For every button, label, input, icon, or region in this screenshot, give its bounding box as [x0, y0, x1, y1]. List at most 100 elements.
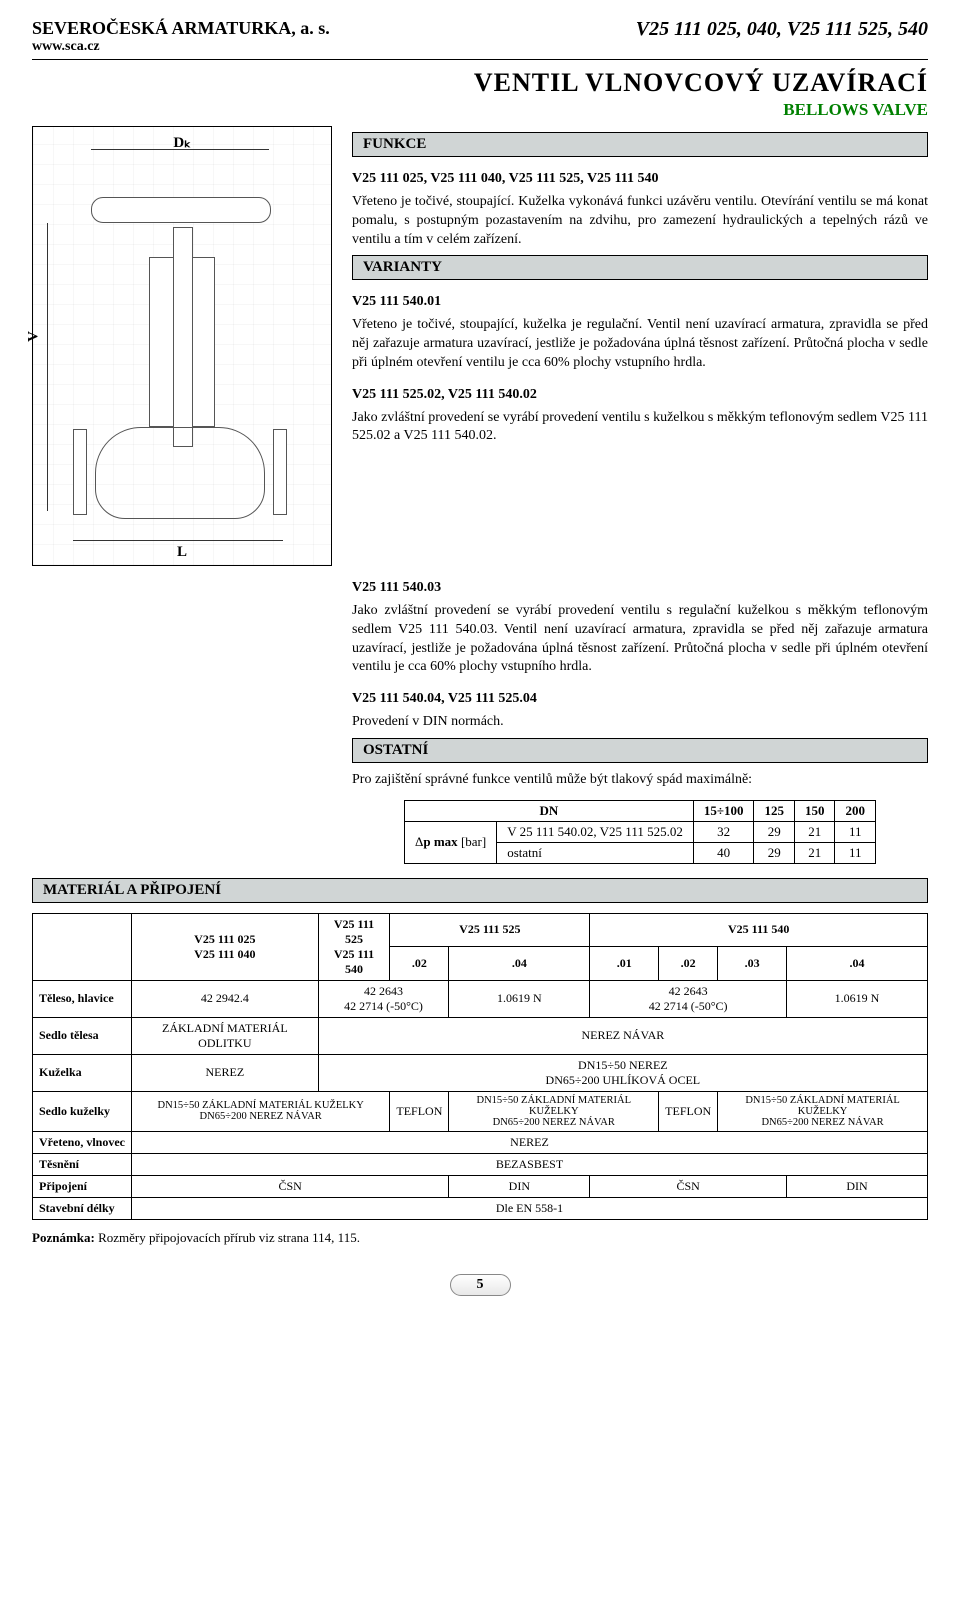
mat-teleso-c1: 42 2942.4	[131, 980, 318, 1017]
press-dn-head: DN	[405, 800, 694, 821]
mat-kuzelka-c2: DN15÷50 NEREZ DN65÷200 UHLÍKOVÁ OCEL	[318, 1054, 927, 1091]
mat-pripojeni-label: Připojení	[33, 1175, 132, 1197]
variant-04-body: Provedení v DIN normách.	[352, 713, 928, 732]
mat-vreteno-c: NEREZ	[131, 1131, 927, 1153]
mat-head-540: V25 111 540	[590, 913, 928, 947]
mat-row-sedlo-telesa: Sedlo tělesa ZÁKLADNÍ MATERIÁL ODLITKU N…	[33, 1017, 928, 1054]
press-dn-col-0: 15÷100	[693, 800, 754, 821]
text-column: FUNKCE V25 111 025, V25 111 040, V25 111…	[352, 126, 928, 566]
mat-kuzelka-label: Kuželka	[33, 1054, 132, 1091]
funkce-body: Vřeteno je točivé, stoupající. Kuželka v…	[352, 193, 928, 249]
diagram-stem	[173, 227, 193, 447]
press-r1c0: 32	[693, 821, 754, 842]
valve-diagram: Dₖ V L	[32, 126, 332, 566]
mat-tesneni-label: Těsnění	[33, 1153, 132, 1175]
diagram-label-v: V	[25, 332, 42, 343]
variant-01-head: V25 111 540.01	[352, 294, 928, 310]
page-footer: 5	[32, 1274, 928, 1296]
doc-header: SEVEROČESKÁ ARMATURKA, a. s. www.sca.cz …	[32, 18, 928, 55]
diagram-column: Dₖ V L	[32, 126, 332, 566]
mat-sedlotel-label: Sedlo tělesa	[33, 1017, 132, 1054]
mat-teleso-c3: 1.0619 N	[449, 980, 590, 1017]
mat-pripojeni-c4: DIN	[786, 1175, 927, 1197]
mat-sub-2: .01	[590, 947, 659, 981]
mat-sedlotel-c1: ZÁKLADNÍ MATERIÁL ODLITKU	[131, 1017, 318, 1054]
variant-01-body: Vřeteno je točivé, stoupající, kuželka j…	[352, 316, 928, 372]
mat-head-col2: V25 111 525 V25 111 540	[318, 913, 390, 980]
press-r1c2: 21	[794, 821, 835, 842]
model-code: V25 111 025, 040, V25 111 525, 540	[636, 18, 928, 55]
mat-pripojeni-c2: DIN	[449, 1175, 590, 1197]
section-ostatni: OSTATNÍ	[352, 738, 928, 763]
mat-sedlokuz-label: Sedlo kuželky	[33, 1091, 132, 1131]
press-dp-label: Δp max [bar]	[405, 821, 497, 863]
footnote-body: Rozměry připojovacích přírub viz strana …	[98, 1230, 360, 1245]
mat-sedlokuz-c2: TEFLON	[390, 1091, 449, 1131]
mat-row-stavebni: Stavební délky Dle EN 558-1	[33, 1197, 928, 1219]
variant-02-body: Jako zvláštní provedení se vyrábí proved…	[352, 409, 928, 447]
section-varianty: VARIANTY	[352, 255, 928, 280]
section-material: MATERIÁL A PŘIPOJENÍ	[32, 878, 928, 903]
mat-row-teleso: Těleso, hlavice 42 2942.4 42 2643 42 271…	[33, 980, 928, 1017]
header-divider	[32, 59, 928, 60]
mat-sub-0: .02	[390, 947, 449, 981]
page-number: 5	[450, 1274, 511, 1296]
mat-pripojeni-c3: ČSN	[590, 1175, 787, 1197]
diagram-dim-top	[91, 149, 269, 150]
press-r1c1: 29	[754, 821, 795, 842]
mat-teleso-c4: 42 2643 42 2714 (-50°C)	[590, 980, 787, 1017]
mat-stavebni-c: Dle EN 558-1	[131, 1197, 927, 1219]
press-dn-col-2: 150	[794, 800, 835, 821]
mat-sedlokuz-c3: DN15÷50 ZÁKLADNÍ MATERIÁL KUŽELKY DN65÷2…	[449, 1091, 659, 1131]
two-col-layout: Dₖ V L FUNKCE V25 111 025, V25 111 040, …	[32, 126, 928, 566]
footnote: Poznámka: Rozměry připojovacích přírub v…	[32, 1230, 928, 1246]
press-row1-label: V 25 111 540.02, V25 111 525.02	[497, 821, 694, 842]
mat-sub-4: .03	[718, 947, 787, 981]
mat-sub-1: .04	[449, 947, 590, 981]
mat-row-sedlo-kuzelky: Sedlo kuželky DN15÷50 ZÁKLADNÍ MATERIÁL …	[33, 1091, 928, 1131]
company-url: www.sca.cz	[32, 39, 330, 55]
mat-teleso-c2: 42 2643 42 2714 (-50°C)	[318, 980, 449, 1017]
mat-sedlokuz-c4: TEFLON	[659, 1091, 718, 1131]
diagram-body	[95, 427, 265, 519]
mat-sub-5: .04	[786, 947, 927, 981]
diagram-dim-bot	[73, 540, 283, 541]
mat-row-kuzelka: Kuželka NEREZ DN15÷50 NEREZ DN65÷200 UHL…	[33, 1054, 928, 1091]
mat-vreteno-label: Vřeteno, vlnovec	[33, 1131, 132, 1153]
mat-sedlokuz-c1: DN15÷50 ZÁKLADNÍ MATERIÁL KUŽELKY DN65÷2…	[131, 1091, 389, 1131]
press-r1c3: 11	[835, 821, 876, 842]
footnote-label: Poznámka:	[32, 1230, 98, 1245]
diagram-handwheel	[91, 197, 271, 223]
diagram-dim-left	[47, 223, 48, 511]
mat-head-525: V25 111 525	[390, 913, 590, 947]
diagram-flange-right	[273, 429, 287, 515]
mat-stavebni-label: Stavební délky	[33, 1197, 132, 1219]
press-r2c3: 11	[835, 842, 876, 863]
mat-row-tesneni: Těsnění BEZASBEST	[33, 1153, 928, 1175]
variant-04-head: V25 111 540.04, V25 111 525.04	[352, 691, 928, 707]
press-r2c1: 29	[754, 842, 795, 863]
variant-02-head: V25 111 525.02, V25 111 540.02	[352, 387, 928, 403]
mat-row-vreteno: Vřeteno, vlnovec NEREZ	[33, 1131, 928, 1153]
ostatni-lead: Pro zajištění správné funkce ventilů můž…	[352, 771, 928, 790]
mat-tesneni-c: BEZASBEST	[131, 1153, 927, 1175]
mat-sedlokuz-c5: DN15÷50 ZÁKLADNÍ MATERIÁL KUŽELKY DN65÷2…	[718, 1091, 928, 1131]
mat-head-blank	[33, 913, 132, 980]
variant-03-body: Jako zvláštní provedení se vyrábí proved…	[352, 602, 928, 677]
section-funkce: FUNKCE	[352, 132, 928, 157]
text-column-cont: V25 111 540.03 Jako zvláštní provedení s…	[32, 580, 928, 864]
press-r2c0: 40	[693, 842, 754, 863]
pressure-drop-table: DN 15÷100 125 150 200 Δp max [bar] V 25 …	[404, 800, 876, 864]
mat-sedlotel-c2: NEREZ NÁVAR	[318, 1017, 927, 1054]
page-subtitle: BELLOWS VALVE	[32, 100, 928, 120]
mat-sub-3: .02	[659, 947, 718, 981]
press-dn-col-1: 125	[754, 800, 795, 821]
mat-kuzelka-c1: NEREZ	[131, 1054, 318, 1091]
diagram-flange-left	[73, 429, 87, 515]
mat-teleso-label: Těleso, hlavice	[33, 980, 132, 1017]
company-name: SEVEROČESKÁ ARMATURKA, a. s.	[32, 18, 330, 39]
diagram-label-l: L	[177, 544, 187, 561]
mat-row-pripojeni: Připojení ČSN DIN ČSN DIN	[33, 1175, 928, 1197]
press-dn-col-3: 200	[835, 800, 876, 821]
press-row2-label: ostatní	[497, 842, 694, 863]
